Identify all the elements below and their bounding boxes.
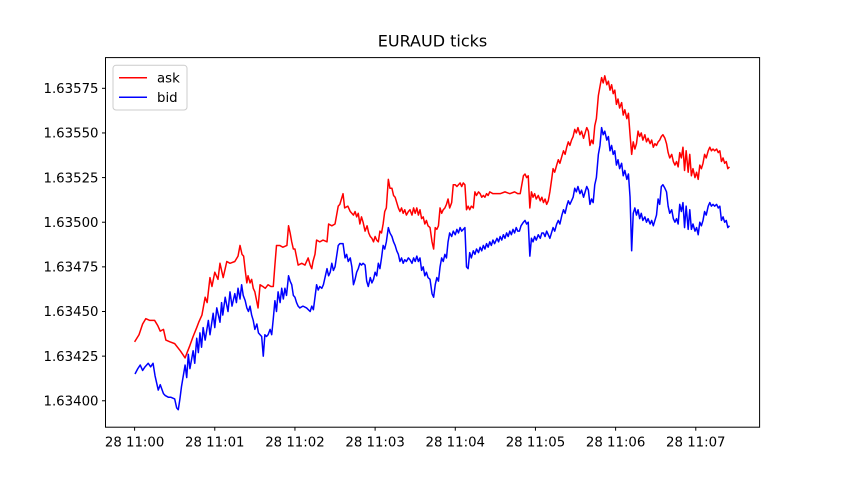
legend-ask-label: ask <box>157 71 180 86</box>
y-tick-label: 1.63450 <box>44 305 99 320</box>
axes-layer: 28 11:00 28 11:01 28 11:02 28 11:03 28 11:04… <box>44 57 761 451</box>
x-tick-label: 28 11:02 <box>265 436 324 451</box>
legend: ask bid <box>112 64 188 111</box>
y-tick-label: 1.63500 <box>44 216 99 231</box>
x-tick-label: 28 11:00 <box>105 436 164 451</box>
x-tick-label: 28 11:07 <box>666 436 725 451</box>
x-tick-label: 28 11:03 <box>345 436 404 451</box>
ask-line <box>133 75 731 359</box>
bid-line <box>134 126 731 411</box>
legend-frame <box>112 64 188 111</box>
y-tick-label: 1.63550 <box>44 127 99 142</box>
plot-border <box>105 57 761 428</box>
x-tick-label: 28 11:04 <box>426 436 485 451</box>
series-layer <box>133 75 731 411</box>
y-tick-label: 1.63425 <box>44 350 99 365</box>
legend-bid-label: bid <box>157 91 178 106</box>
y-tick-label: 1.63400 <box>44 394 99 409</box>
chart-title: EURAUD ticks <box>378 32 487 51</box>
y-tick-label: 1.63525 <box>44 171 99 186</box>
y-tick-label: 1.63575 <box>44 82 99 97</box>
x-tick-label: 28 11:01 <box>185 436 244 451</box>
x-tick-label: 28 11:05 <box>506 436 565 451</box>
y-tick-label: 1.63475 <box>44 261 99 276</box>
x-tick-label: 28 11:06 <box>586 436 645 451</box>
